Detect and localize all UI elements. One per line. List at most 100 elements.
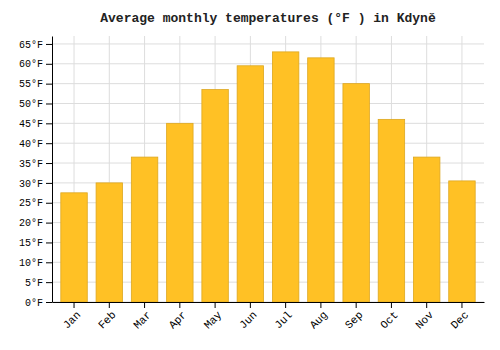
tick-label: 45°F bbox=[19, 119, 43, 130]
tick-mark bbox=[46, 282, 52, 283]
grid-line bbox=[52, 83, 484, 84]
tick: 20°F bbox=[19, 218, 52, 229]
grid-line bbox=[52, 103, 484, 104]
tick-label: 35°F bbox=[19, 159, 43, 170]
tick: Jul bbox=[272, 302, 294, 331]
bar bbox=[308, 58, 334, 302]
tick-mark bbox=[320, 302, 321, 308]
tick: Sep bbox=[343, 302, 365, 331]
tick-label: Aug bbox=[308, 309, 330, 331]
tick-mark bbox=[46, 242, 52, 243]
tick-mark bbox=[250, 302, 251, 308]
tick-label: 40°F bbox=[19, 139, 43, 150]
tick-mark bbox=[46, 143, 52, 144]
bar bbox=[61, 193, 87, 302]
tick: May bbox=[202, 302, 225, 331]
tick: 15°F bbox=[19, 238, 52, 249]
x-axis: Jan Feb Mar Apr May Jun Jul Aug Sep Oct Nov Dec bbox=[53, 302, 485, 331]
bar bbox=[449, 181, 475, 302]
tick-mark bbox=[46, 262, 52, 263]
tick-mark bbox=[46, 163, 52, 164]
tick-label: Jan bbox=[61, 309, 83, 331]
tick-label: Jun bbox=[237, 309, 259, 331]
tick-label: Sep bbox=[343, 309, 365, 331]
bar bbox=[343, 84, 369, 302]
tick-label: 55°F bbox=[19, 79, 43, 90]
tick-label: May bbox=[202, 309, 225, 332]
tick: Dec bbox=[449, 302, 471, 331]
tick-label: Mar bbox=[131, 309, 153, 331]
tick-label: 10°F bbox=[19, 258, 43, 269]
tick-mark bbox=[215, 302, 216, 308]
tick-label: 5°F bbox=[25, 278, 43, 289]
tick-label: 65°F bbox=[19, 40, 43, 51]
tick: 40°F bbox=[19, 139, 52, 150]
title: Average monthly temperatures (°F ) in Kd… bbox=[100, 11, 436, 26]
tick: Apr bbox=[167, 302, 189, 331]
tick-mark bbox=[46, 183, 52, 184]
grid-line bbox=[52, 143, 484, 144]
tick: 60°F bbox=[19, 59, 52, 70]
tick: Oct bbox=[378, 302, 400, 331]
bar bbox=[167, 123, 193, 302]
bars bbox=[61, 52, 475, 302]
tick: 45°F bbox=[19, 119, 52, 130]
tick-mark bbox=[144, 302, 145, 308]
bar bbox=[96, 183, 122, 302]
tick-mark bbox=[426, 302, 427, 308]
grid-line bbox=[52, 123, 484, 124]
tick-mark bbox=[46, 84, 52, 85]
tick-mark bbox=[46, 103, 52, 104]
tick-mark bbox=[356, 302, 357, 308]
tick-mark bbox=[46, 302, 52, 303]
bar bbox=[131, 157, 157, 302]
tick-mark bbox=[74, 302, 75, 308]
tick: Mar bbox=[131, 302, 153, 331]
tick-mark bbox=[46, 223, 52, 224]
tick: Feb bbox=[96, 302, 118, 331]
tick: 30°F bbox=[19, 179, 52, 190]
tick-mark bbox=[46, 64, 52, 65]
tick: Jun bbox=[237, 302, 259, 331]
tick: 35°F bbox=[19, 159, 52, 170]
bar bbox=[378, 119, 404, 302]
tick-mark bbox=[46, 44, 52, 45]
tick-mark bbox=[46, 203, 52, 204]
grid-line bbox=[52, 63, 484, 64]
plot: Jan Feb Mar Apr May Jun Jul Aug Sep Oct Nov Dec 0°F 5… bbox=[19, 36, 485, 331]
tick-label: Jul bbox=[272, 309, 294, 331]
tick-label: Oct bbox=[378, 309, 400, 331]
tick-label: 20°F bbox=[19, 218, 43, 229]
tick-label: Apr bbox=[167, 309, 189, 331]
tick: Aug bbox=[308, 302, 330, 331]
bar bbox=[202, 90, 228, 302]
grid-line bbox=[52, 43, 484, 44]
tick-label: 25°F bbox=[19, 198, 43, 209]
tick: 50°F bbox=[19, 99, 52, 110]
tick-label: Feb bbox=[96, 309, 118, 331]
tick: Jan bbox=[61, 302, 83, 331]
tick: 0°F bbox=[25, 298, 52, 309]
tick-label: 50°F bbox=[19, 99, 43, 110]
tick-mark bbox=[461, 302, 462, 308]
axis-line bbox=[52, 37, 53, 303]
tick-mark bbox=[46, 123, 52, 124]
tick: 5°F bbox=[25, 278, 52, 289]
tick-label: 60°F bbox=[19, 59, 43, 70]
tick: Nov bbox=[413, 302, 436, 331]
tick: 55°F bbox=[19, 79, 52, 90]
y-axis: 0°F 5°F 10°F 15°F 20°F 25°F 30°F 35°F 40°F 45°F 50… bbox=[19, 37, 53, 309]
tick-mark bbox=[285, 302, 286, 308]
tick-label: 0°F bbox=[25, 298, 43, 309]
axis-line bbox=[53, 302, 485, 303]
bar bbox=[413, 157, 439, 302]
bar bbox=[272, 52, 298, 302]
tick: 10°F bbox=[19, 258, 52, 269]
tick: 65°F bbox=[19, 40, 52, 51]
grid bbox=[52, 36, 484, 302]
tick-label: 30°F bbox=[19, 179, 43, 190]
tick-label: Nov bbox=[413, 309, 436, 332]
tick-mark bbox=[179, 302, 180, 308]
tick: 25°F bbox=[19, 198, 52, 209]
tick-mark bbox=[109, 302, 110, 308]
